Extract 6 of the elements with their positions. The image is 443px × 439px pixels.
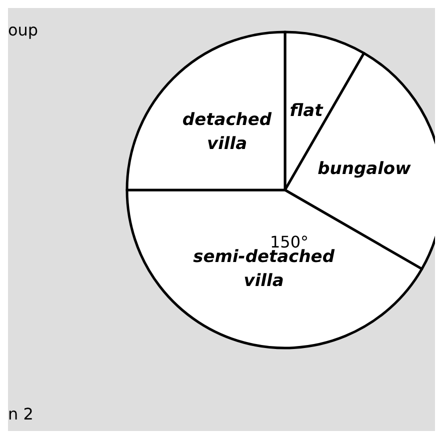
text: oup	[8, 20, 38, 40]
slice-label: bungalow	[318, 158, 412, 179]
text: n 2	[8, 404, 34, 424]
slice-label: detached villa	[182, 110, 272, 154]
slice-label: semi-detached villa	[193, 247, 336, 292]
slice-label: flat	[290, 100, 324, 121]
